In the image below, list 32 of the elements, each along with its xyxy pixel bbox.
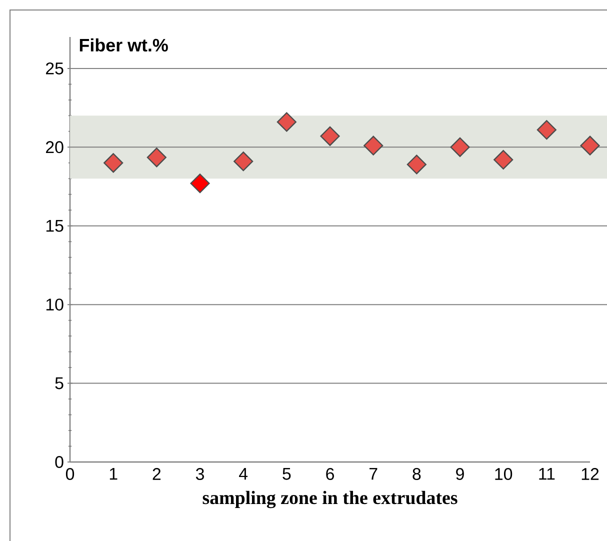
- x-tick-label: 2: [152, 468, 161, 480]
- x-tick-label: 3: [196, 468, 204, 480]
- x-tick-label: 12: [582, 468, 599, 480]
- point: [494, 150, 514, 170]
- x-tick-label: 11: [539, 468, 555, 480]
- point: [320, 126, 340, 146]
- x-tick-label: 8: [412, 468, 421, 480]
- point: [536, 120, 556, 140]
- x-tick-label: 6: [326, 468, 334, 480]
- x-tick-label: 7: [370, 468, 378, 480]
- point: [104, 153, 124, 173]
- y-tick-label: 20: [46, 141, 64, 154]
- x-tick-label: 0: [66, 468, 74, 480]
- point: [234, 152, 254, 172]
- y-tick-label: 10: [46, 298, 64, 311]
- y-tick-label: 0: [55, 456, 64, 468]
- x-tick-label: 10: [495, 468, 512, 480]
- y-tick-label: 5: [55, 377, 64, 390]
- y-axis-title: Fiber wt.%: [80, 38, 168, 52]
- point: [190, 174, 210, 194]
- x-tick-label: 9: [456, 468, 464, 480]
- x-axis-title: sampling zone in the extrudates: [202, 490, 458, 508]
- y-tick-label: 15: [46, 220, 64, 232]
- point: [146, 148, 166, 168]
- x-tick-label: 4: [239, 468, 248, 480]
- point: [276, 112, 296, 132]
- point: [406, 154, 426, 174]
- point: [364, 136, 384, 156]
- x-tick-label: 5: [282, 468, 291, 480]
- y-tick-label: 25: [46, 62, 64, 74]
- point: [450, 137, 470, 157]
- x-tick-label: 1: [110, 468, 118, 480]
